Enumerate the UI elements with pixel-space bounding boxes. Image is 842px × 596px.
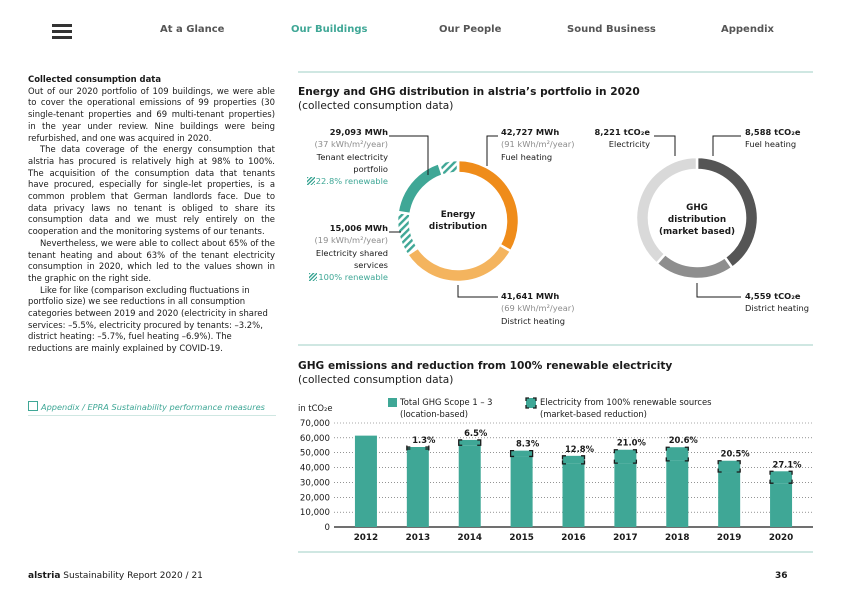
data-label-2019: 20.5% — [721, 449, 751, 459]
y-tick-label: 10,000 — [300, 508, 330, 518]
divider — [298, 551, 813, 553]
leader-lines — [389, 135, 741, 298]
renewable-reduction-2013 — [406, 447, 429, 449]
energy-donut-label: Energy distribution — [428, 210, 488, 232]
renewable-reduction-2014 — [458, 439, 481, 446]
nav-at-a-glance[interactable]: At a Glance — [160, 24, 225, 35]
energy-section-title: Energy and GHG distribution in alstria’s… — [298, 86, 640, 98]
appendix-link-text[interactable]: Appendix / EPRA Sustainability performan… — [41, 402, 265, 412]
x-tick-label: 2020 — [769, 533, 793, 543]
legend-renewable-swatch — [525, 397, 537, 409]
renewable-reduction-2016 — [562, 455, 585, 464]
divider — [298, 71, 813, 73]
energy-donut — [395, 158, 521, 284]
x-tick-label: 2018 — [665, 533, 689, 543]
y-tick-label: 40,000 — [300, 464, 330, 474]
x-tick-label: 2015 — [509, 533, 533, 543]
data-label-2014: 6.5% — [464, 428, 488, 438]
label-tenant-electricity: 29,093 MWh (37 kWh/m²/year) Tenant elect… — [268, 126, 388, 187]
renewable-bracket-2014 — [458, 439, 482, 446]
renewable-bracket-2020 — [769, 470, 793, 484]
hatch-swatch-icon — [309, 273, 318, 282]
x-tick-label: 2016 — [561, 533, 585, 543]
y-tick-label: 60,000 — [300, 434, 330, 444]
x-tick-label: 2019 — [717, 533, 741, 543]
x-tick-label: 2012 — [354, 533, 378, 543]
bar-section-title: GHG emissions and reduction from 100% re… — [298, 360, 673, 372]
divider — [298, 344, 813, 346]
renewable-bracket-2019 — [717, 460, 741, 473]
bar-2020 — [770, 483, 793, 527]
book-icon — [28, 401, 38, 411]
section-heading: Collected consumption data — [28, 74, 162, 84]
data-label-2013: 1.3% — [412, 435, 436, 445]
data-label-2016: 12.8% — [565, 444, 595, 454]
renewable-bracket-2015 — [509, 449, 534, 458]
label-ghg-district: 4,559 tCO₂e District heating — [745, 291, 809, 314]
appendix-link[interactable]: Appendix / EPRA Sustainability performan… — [28, 401, 276, 416]
ghg-donut-label: GHG distribution (market based) — [658, 203, 736, 237]
page-number: 36 — [775, 571, 788, 581]
bar-2017 — [614, 463, 637, 527]
footer-report-title: alstria Sustainability Report 2020 / 21 — [28, 571, 203, 581]
bar-section-subtitle: (collected consumption data) — [298, 374, 454, 386]
renewable-bracket-2016 — [561, 455, 586, 465]
data-label-2018: 20.6% — [669, 435, 699, 445]
legend-total: Total GHG Scope 1 – 3 (location-based) — [400, 397, 493, 419]
renewable-bracket-2013 — [406, 445, 430, 451]
energy-section-subtitle: (collected consumption data) — [298, 100, 454, 112]
label-shared-electricity: 15,006 MWh (19 kWh/m²/year) Electricity … — [268, 222, 388, 283]
paragraph: Nevertheless, we were able to collect ab… — [28, 237, 275, 283]
x-tick-label: 2014 — [457, 533, 481, 543]
bar-2016 — [562, 463, 585, 527]
y-tick-label: 20,000 — [300, 493, 330, 503]
label-fuel-heating: 42,727 MWh (91 kWh/m²/year) Fuel heating — [501, 127, 575, 162]
paragraph: Out of our 2020 portfolio of 109 buildin… — [28, 85, 275, 143]
paragraph: Like for like (comparison excluding fluc… — [28, 284, 268, 354]
x-tick-label: 2017 — [613, 533, 637, 543]
body-text: Collected consumption data Out of our 20… — [28, 74, 275, 355]
data-label-2015: 8.3% — [516, 439, 540, 449]
x-tick-label: 2013 — [406, 533, 430, 543]
nav-sound-business[interactable]: Sound Business — [567, 24, 656, 35]
data-label-2017: 21.0% — [617, 438, 647, 448]
bar-2014 — [458, 445, 481, 527]
nav-appendix[interactable]: Appendix — [721, 24, 774, 35]
renewable-bracket-2017 — [613, 449, 638, 464]
label-ghg-electricity: 8,221 tCO₂e Electricity — [594, 127, 650, 150]
bar-2018 — [666, 460, 689, 527]
y-tick-label: 70,000 — [300, 419, 330, 429]
paragraph: The data coverage of the energy consumpt… — [28, 144, 275, 237]
nav-our-buildings[interactable]: Our Buildings — [291, 24, 368, 35]
renewable-reduction-2020 — [770, 471, 793, 484]
renewable-reduction-2017 — [614, 449, 637, 464]
renewable-reduction-2019 — [718, 460, 741, 473]
renewable-reduction-2015 — [510, 450, 533, 457]
renewable-bracket-2018 — [665, 446, 689, 462]
bar-2015 — [510, 456, 533, 527]
y-axis-label: in tCO₂e — [298, 403, 333, 413]
data-label-2020: 27.1% — [773, 459, 803, 469]
bar-2013 — [406, 449, 429, 527]
y-tick-label: 50,000 — [300, 449, 330, 459]
nav-our-people[interactable]: Our People — [439, 24, 502, 35]
legend-total-swatch — [388, 398, 397, 407]
menu-icon[interactable] — [52, 24, 72, 39]
bar-2012 — [354, 435, 377, 527]
slice-ghg-electricity — [634, 155, 699, 266]
hatch-swatch-icon — [306, 177, 315, 186]
label-district-heating: 41,641 MWh (69 kWh/m²/year) District hea… — [501, 291, 575, 326]
y-tick-label: 0 — [325, 523, 330, 533]
renewable-reduction-2018 — [666, 447, 689, 461]
legend-renewable: Electricity from 100% renewable sources(… — [540, 397, 712, 419]
label-ghg-fuel: 8,588 tCO₂e Fuel heating — [745, 127, 801, 150]
y-tick-label: 30,000 — [300, 478, 330, 488]
bar-2019 — [718, 472, 741, 527]
ghg-donut — [634, 155, 760, 281]
slice-renewable-hatch — [436, 158, 460, 178]
